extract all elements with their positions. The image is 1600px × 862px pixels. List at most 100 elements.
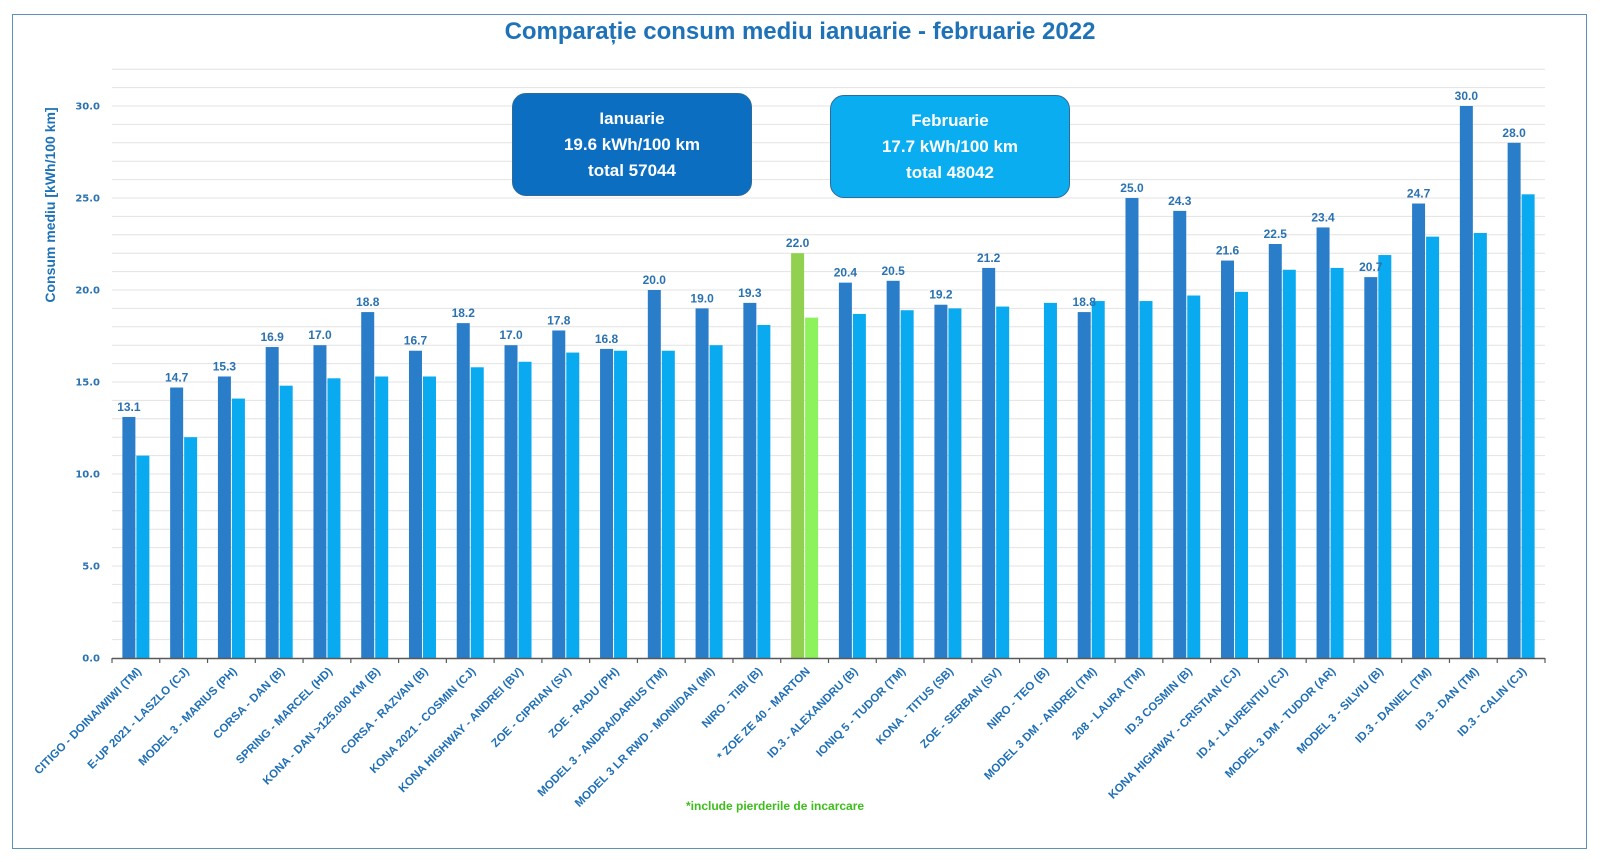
bar-ianuarie — [1316, 227, 1330, 658]
data-label-ianuarie: 17.0 — [308, 328, 332, 342]
bar-februarie — [1091, 301, 1105, 658]
data-label-ianuarie: 15.3 — [213, 359, 237, 373]
data-label-ianuarie: 16.9 — [261, 330, 285, 344]
january-summary-box: Ianuarie 19.6 kWh/100 km total 57044 — [512, 93, 752, 196]
data-label-ianuarie: 24.7 — [1407, 187, 1431, 201]
bar-februarie — [1235, 291, 1249, 658]
category-labels: CITIGO - DOINA/WIWI (TM)E-UP 2021 - LASZ… — [33, 666, 1530, 810]
data-label-ianuarie: 16.8 — [595, 332, 619, 346]
bar-februarie — [518, 361, 532, 658]
y-tick-label: 30.0 — [75, 102, 100, 113]
y-tick-label: 10.0 — [75, 470, 100, 481]
category-label: E-UP 2021 - LASZLO (CJ) — [86, 666, 192, 772]
bar-ianuarie — [122, 416, 136, 658]
february-box-total: total 48042 — [906, 163, 994, 182]
bar-ianuarie — [600, 348, 614, 658]
data-label-ianuarie: 17.8 — [547, 313, 571, 327]
bar-februarie — [566, 352, 580, 658]
bar-februarie — [1282, 269, 1296, 658]
bar-ianuarie — [456, 323, 470, 658]
y-tick-label: 15.0 — [75, 378, 100, 389]
data-label-ianuarie: 18.2 — [452, 306, 476, 320]
bar-ianuarie — [217, 376, 231, 658]
data-label-ianuarie: 19.3 — [738, 286, 762, 300]
bar-februarie — [996, 306, 1010, 658]
data-label-ianuarie: 16.7 — [404, 334, 428, 348]
bar-ianuarie — [1173, 210, 1187, 658]
data-label-ianuarie: 14.7 — [165, 371, 189, 385]
data-label-ianuarie: 13.1 — [117, 400, 141, 414]
category-label: CORSA - RAZVAN (B) — [339, 666, 431, 758]
data-label-ianuarie: 20.5 — [881, 264, 905, 278]
bar-ianuarie — [743, 302, 757, 658]
category-label: ZOE - CIPRIAN (SV) — [490, 666, 575, 751]
bar-ianuarie — [1077, 312, 1091, 658]
bar-februarie — [184, 437, 198, 658]
bar-februarie — [1139, 301, 1153, 658]
data-label-ianuarie: 18.8 — [356, 295, 380, 309]
bar-ianuarie — [408, 350, 422, 658]
january-box-total: total 57044 — [588, 161, 676, 180]
category-label: MODEL 3 - SILVIU (B) — [1295, 666, 1386, 757]
chart-title: Comparație consum mediu ianuarie - febru… — [504, 18, 1096, 45]
bar-ianuarie — [1412, 203, 1426, 658]
bar-februarie — [327, 378, 341, 658]
y-axis-ticks: 0.0 5.0 10.0 15.0 20.0 25.0 30.0 — [75, 102, 100, 665]
bar-ianuarie — [886, 280, 900, 658]
data-label-ianuarie: 19.0 — [690, 291, 714, 305]
data-label-ianuarie: 19.2 — [929, 288, 953, 302]
y-tick-label: 25.0 — [75, 194, 100, 205]
bar-februarie — [661, 350, 675, 658]
footnote: *include pierderile de incarcare — [686, 799, 865, 813]
data-label-ianuarie: 28.0 — [1502, 126, 1526, 140]
bar-februarie — [709, 345, 723, 658]
february-summary-box: Februarie 17.7 kWh/100 km total 48042 — [830, 95, 1070, 198]
data-label-ianuarie: 20.7 — [1359, 260, 1383, 274]
y-tick-label: 0.0 — [82, 654, 100, 665]
bar-ianuarie — [552, 330, 566, 658]
category-label: ZOE - SERBAN (SV) — [919, 666, 1004, 751]
y-tick-label: 5.0 — [82, 562, 100, 573]
bar-ianuarie — [1221, 260, 1235, 658]
data-label-ianuarie: 21.6 — [1216, 244, 1240, 258]
data-label-ianuarie: 18.8 — [1073, 295, 1097, 309]
bar-februarie — [614, 350, 628, 658]
data-label-ianuarie: 24.3 — [1168, 194, 1192, 208]
february-box-title: Februarie — [911, 111, 989, 130]
bar-februarie — [279, 385, 293, 658]
bar-ianuarie — [934, 304, 948, 658]
bar-februarie — [1187, 295, 1201, 658]
bar-februarie — [136, 455, 150, 658]
data-labels: 13.1 14.7 15.3 16.9 17.0 18.8 16.7 18.2 17.0 17.8… — [117, 89, 1526, 414]
bar-ianuarie — [791, 253, 805, 658]
bar-ianuarie — [265, 347, 279, 658]
bar-ianuarie — [1125, 198, 1139, 658]
bar-februarie — [1521, 194, 1535, 658]
category-label: ID.3 - ALEXANDRU (B) — [766, 666, 861, 761]
bar-februarie — [757, 324, 771, 658]
bar-februarie — [1330, 267, 1344, 658]
bar-februarie — [375, 376, 389, 658]
bar-februarie — [948, 308, 962, 658]
data-label-ianuarie: 20.0 — [643, 273, 667, 287]
category-label: SPRING - MARCEL (HD) — [234, 666, 335, 767]
february-box-average: 17.7 kWh/100 km — [881, 137, 1019, 156]
data-label-ianuarie: 20.4 — [834, 266, 858, 280]
bar-februarie — [805, 317, 819, 658]
data-label-ianuarie: 23.4 — [1311, 210, 1335, 224]
bar-ianuarie — [695, 308, 709, 658]
bar-februarie — [852, 313, 866, 658]
bar-februarie — [900, 310, 914, 658]
data-label-ianuarie: 25.0 — [1120, 181, 1144, 195]
y-tick-label: 20.0 — [75, 286, 100, 297]
category-label: MODEL 3 - MARIUS (PH) — [137, 666, 240, 769]
bar-ianuarie — [982, 267, 996, 658]
bar-ianuarie — [1364, 277, 1378, 658]
bar-ianuarie — [647, 290, 661, 658]
bar-ianuarie — [361, 312, 375, 658]
bar-februarie — [422, 376, 436, 658]
category-label: * ZOE ZE 40 - MARTON — [715, 666, 812, 763]
bar-ianuarie — [1268, 244, 1282, 658]
bar-februarie — [1043, 302, 1057, 658]
